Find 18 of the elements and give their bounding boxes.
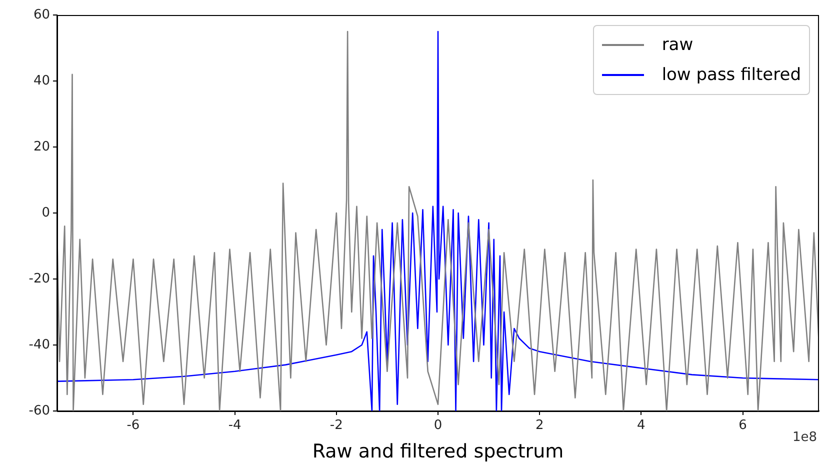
x-tick-label: 0 bbox=[434, 418, 442, 434]
text: 1e8 bbox=[792, 430, 817, 445]
y-tick-label: 60 bbox=[33, 7, 50, 22]
y-tick-label: 20 bbox=[33, 139, 50, 154]
legend-label: low pass filtered bbox=[662, 65, 801, 85]
x-tick-label: -2 bbox=[330, 418, 343, 434]
x-tick-label: -6 bbox=[126, 418, 140, 434]
x-axis-title: Raw and filtered spectrum bbox=[312, 440, 564, 463]
x-tick-label: -4 bbox=[228, 418, 242, 434]
x-tick-label: 2 bbox=[535, 418, 544, 434]
x-tick-label: 4 bbox=[637, 418, 646, 434]
y-tick-label: -20 bbox=[28, 271, 50, 286]
y-tick-label: 0 bbox=[42, 205, 50, 220]
y-tick-label: 40 bbox=[33, 73, 50, 88]
x-tick-label: 6 bbox=[738, 418, 747, 434]
y-tick-label: -60 bbox=[28, 403, 50, 418]
legend-label: raw bbox=[662, 35, 694, 55]
y-tick-label: -40 bbox=[28, 337, 50, 352]
